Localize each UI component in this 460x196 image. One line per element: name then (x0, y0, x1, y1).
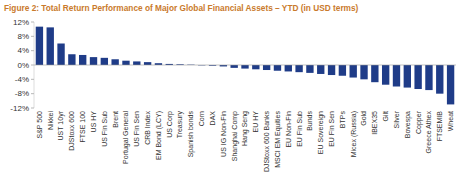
bar (436, 65, 443, 94)
y-tick (31, 79, 34, 80)
bar (393, 65, 400, 87)
x-tick-label: Bovespa (404, 111, 412, 138)
x-tick-label: DJStoxx 600 (68, 111, 75, 151)
x-tick-label: FTSE 100 (79, 111, 86, 143)
x-tick-label: Gilt (382, 111, 389, 122)
x-tick-label: EU Fin Sen (328, 111, 335, 147)
bar (328, 65, 335, 75)
x-tick-label: EU Sovereign (317, 111, 325, 154)
x-tick-label: Bunds (306, 111, 313, 131)
bar (274, 65, 281, 71)
x-tick-label: MSCI EM Equities (274, 111, 282, 168)
x-tick-label: EU Fin Sub (296, 111, 303, 147)
x-tick-label: US Corp (166, 111, 174, 138)
bar (382, 65, 389, 85)
bar (252, 65, 259, 69)
x-tick-label: CRB Index (144, 111, 151, 145)
y-tick-label: 12% (13, 18, 29, 27)
bar (360, 65, 367, 79)
x-tick-label: Copper (415, 110, 423, 134)
x-tick-label: Shanghai Comp (231, 111, 239, 161)
y-tick-label: 8% (17, 32, 29, 41)
x-tick-label: Treasury (176, 111, 184, 139)
bar (79, 55, 86, 65)
x-tick-label: Spanish bonds (187, 111, 195, 158)
x-tick-label: EM Bond (LCY) (155, 111, 163, 160)
x-tick-label: Greece Athex (425, 111, 432, 154)
bar (111, 59, 118, 65)
x-tick-label: US Fin Sen (133, 111, 140, 147)
bars (36, 27, 455, 105)
bar (339, 65, 346, 76)
x-tick-label: Portugal General (122, 111, 130, 164)
chart-container: Figure 2: Total Return Performance of Ma… (0, 0, 460, 196)
x-tick-label: UST 10yr (57, 110, 65, 140)
bar (57, 44, 64, 66)
y-tick-label: -4% (15, 75, 29, 84)
x-axis-line (34, 65, 456, 66)
y-tick-label: -8% (15, 89, 29, 98)
bar (36, 27, 43, 65)
bar (425, 65, 432, 90)
x-tick-label: Gold (360, 111, 367, 126)
x-tick-label: US Fin Sub (101, 111, 108, 147)
bar (122, 61, 129, 65)
x-tick-label: DJStoxx 600 Banks (263, 111, 270, 173)
y-tick (31, 36, 34, 37)
bar (317, 65, 324, 74)
bar (47, 27, 54, 65)
x-tick-label: DAX (209, 111, 216, 126)
bar (144, 62, 151, 65)
bar (295, 65, 302, 72)
y-tick (31, 93, 34, 94)
x-tick-label: Silver (393, 110, 400, 128)
x-tick-label: Hang Seng (241, 111, 249, 146)
x-tick-label: EU Non-Fin (285, 111, 292, 148)
bar (447, 65, 454, 104)
x-tick-label: BTPs (339, 111, 346, 129)
title: Figure 2: Total Return Performance of Ma… (4, 3, 359, 13)
y-tick (31, 50, 34, 51)
bar (414, 65, 421, 89)
bar (231, 65, 238, 68)
bar (133, 61, 140, 65)
x-tick-label: IBEX35 (371, 111, 378, 135)
bar (285, 65, 292, 71)
bar (101, 58, 108, 65)
y-tick (31, 65, 34, 66)
x-tick-label: FTSEMIB (436, 111, 443, 142)
x-tick-label: Micex (Russia) (350, 111, 358, 157)
x-tick-label: Brent (112, 111, 119, 128)
bar (241, 65, 248, 69)
x-tick-label: Nikkei (47, 111, 54, 131)
x-tick-label: Wheat (447, 111, 454, 131)
bar (371, 65, 378, 82)
bar (263, 65, 270, 70)
bar (68, 54, 75, 65)
bar (90, 57, 97, 65)
x-tick-label: Corn (198, 111, 205, 126)
bar (306, 65, 313, 73)
bar (404, 65, 411, 88)
y-tick (31, 108, 34, 109)
x-tick-label: S&P 500 (36, 111, 43, 139)
bar (350, 65, 357, 78)
y-tick-label: 4% (17, 46, 29, 55)
y-tick-label: -12% (10, 104, 29, 113)
x-tick-label: US IG Non-Fin (220, 111, 227, 157)
y-tick (31, 22, 34, 23)
x-tick-label: EU HY (252, 111, 259, 133)
chart-svg: Figure 2: Total Return Performance of Ma… (0, 0, 460, 196)
y-tick-label: 0% (17, 61, 29, 70)
x-tick-label: US HY (90, 111, 97, 133)
